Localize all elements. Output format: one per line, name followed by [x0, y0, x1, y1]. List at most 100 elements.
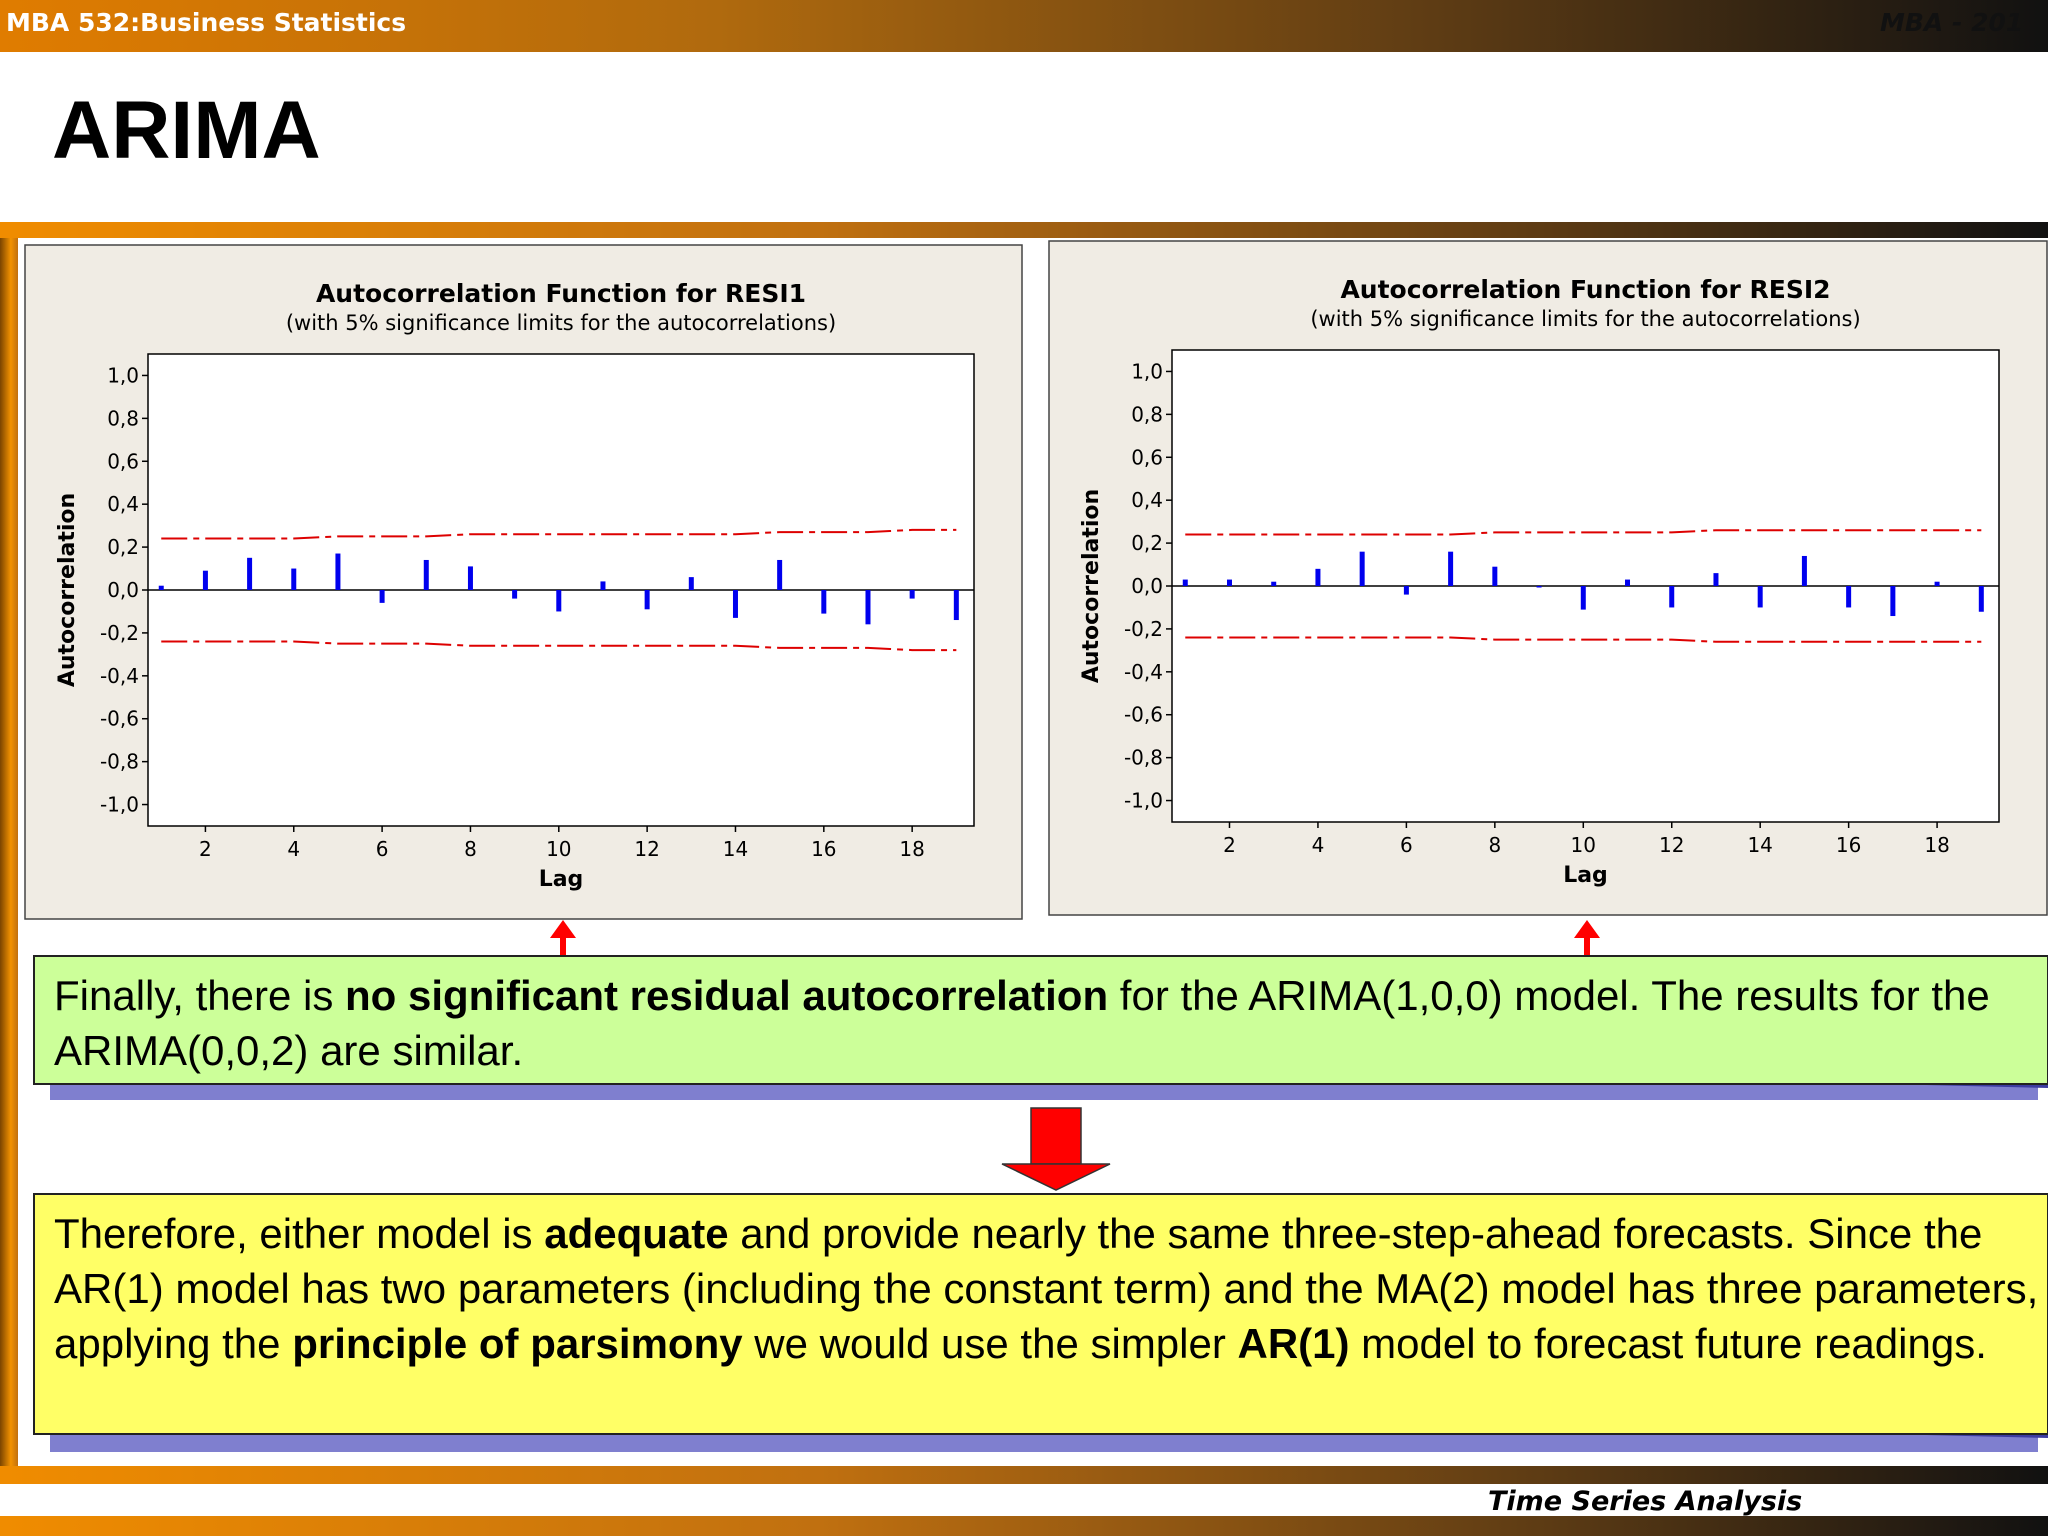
acf-bar-lag-4 — [1315, 568, 1321, 586]
acf-bar-lag-16 — [821, 590, 827, 614]
y-tick-label: 0,0 — [107, 578, 139, 602]
left-accent-bar — [0, 238, 18, 1470]
y-tick-label: 1,0 — [1131, 359, 1163, 383]
y-tick-label: 0,2 — [107, 535, 139, 559]
acf-bar-lag-11 — [1625, 579, 1631, 586]
callout2-text-1: Therefore, either model is — [54, 1210, 545, 1257]
acf-bar-lag-18 — [1934, 581, 1940, 586]
slide-title: ARIMA — [52, 85, 321, 176]
upper-significance-limit — [1185, 529, 1982, 536]
acf-bar-lag-19 — [953, 590, 959, 621]
y-axis-label: Autocorrelation — [1079, 489, 1104, 683]
acf-bar-lag-12 — [1669, 586, 1675, 608]
acf-bar-lag-9 — [512, 590, 518, 599]
acf-bar-lag-6 — [1403, 586, 1409, 595]
acf-bar-lag-10 — [556, 590, 562, 612]
x-axis-label: Lag — [539, 867, 584, 892]
header-bar — [0, 0, 2048, 52]
acf-bar-lag-7 — [1448, 551, 1454, 586]
y-tick-label: 0,2 — [1131, 531, 1163, 555]
header-corner-label: MBA - 201 — [1880, 8, 2024, 37]
x-tick-label: 16 — [1836, 833, 1861, 857]
acf-bar-lag-9 — [1536, 586, 1542, 588]
x-tick-label: 10 — [1571, 833, 1596, 857]
callout1-text-1: Finally, there is — [54, 972, 345, 1019]
acf-chart-resi1: Autocorrelation Function for RESI1 (with … — [24, 244, 1023, 920]
y-tick-label: -0,4 — [1124, 660, 1163, 684]
x-tick-label: 8 — [464, 837, 477, 861]
acf-bar-lag-1 — [158, 585, 164, 590]
x-tick-label: 18 — [1924, 833, 1949, 857]
acf-bar-lag-7 — [423, 559, 429, 590]
y-tick-label: 0,8 — [1131, 402, 1163, 426]
x-tick-label: 6 — [376, 837, 389, 861]
chart-title: Autocorrelation Function for RESI1 — [316, 279, 806, 308]
x-tick-label: 8 — [1488, 833, 1501, 857]
x-tick-label: 12 — [634, 837, 659, 861]
y-tick-label: 0,4 — [1131, 488, 1163, 512]
y-tick-label: -1,0 — [100, 793, 139, 817]
acf-bar-lag-13 — [1713, 573, 1719, 586]
bottom-bar — [0, 1516, 2048, 1536]
acf-bar-lag-5 — [1359, 551, 1365, 586]
x-tick-label: 4 — [1312, 833, 1325, 857]
upper-significance-limit — [161, 528, 957, 540]
lower-significance-limit — [161, 640, 957, 652]
footer-label: Time Series Analysis — [1488, 1486, 1803, 1517]
lower-significance-limit — [1185, 636, 1982, 643]
y-tick-label: -0,6 — [1124, 703, 1163, 727]
y-tick-label: -1,0 — [1124, 789, 1163, 813]
footer-bar — [0, 1466, 2048, 1484]
x-tick-label: 10 — [546, 837, 571, 861]
callout2-bold-adequate: adequate — [544, 1210, 729, 1257]
x-axis-label: Lag — [1563, 863, 1608, 888]
callout2-text-3: we would use the simpler — [742, 1320, 1238, 1367]
acf-bar-lag-14 — [1757, 586, 1763, 608]
y-tick-label: -0,8 — [1124, 746, 1163, 770]
y-tick-label: 0,4 — [107, 492, 139, 516]
chart-subtitle: (with 5% significance limits for the aut… — [286, 311, 836, 335]
x-tick-label: 6 — [1400, 833, 1413, 857]
callout-conclusion: Therefore, either model is adequate and … — [54, 1206, 2040, 1371]
acf-bar-lag-3 — [1271, 581, 1277, 586]
course-title: MBA 532:Business Statistics — [6, 8, 407, 37]
y-tick-label: 0,6 — [1131, 445, 1163, 469]
callout1-bold-1: no significant residual autocorrelation — [345, 972, 1109, 1019]
acf-bar-lag-15 — [1801, 555, 1807, 586]
acf-bar-lag-13 — [688, 577, 694, 590]
acf-bar-lag-10 — [1580, 586, 1586, 610]
y-axis-label: Autocorrelation — [55, 493, 80, 687]
acf-bar-lag-4 — [291, 568, 297, 590]
callout2-shadow — [33, 1193, 2048, 1452]
acf-bar-lag-2 — [202, 570, 208, 590]
x-tick-label: 14 — [723, 837, 748, 861]
y-tick-label: 1,0 — [107, 363, 139, 387]
arrow-to-chart2 — [1574, 920, 1600, 968]
callout2-text-2: and provide nearly the same three-step-a… — [54, 1210, 2039, 1367]
chart-title: Autocorrelation Function for RESI2 — [1340, 275, 1830, 304]
y-tick-label: 0,6 — [107, 449, 139, 473]
acf-bar-lag-5 — [335, 553, 341, 590]
acf-bar-lag-16 — [1846, 586, 1852, 608]
acf-bar-lag-18 — [909, 590, 915, 599]
acf-bar-lag-1 — [1182, 579, 1188, 586]
y-tick-label: -0,2 — [100, 621, 139, 645]
acf-bar-lag-12 — [644, 590, 650, 610]
y-tick-label: 0,0 — [1131, 574, 1163, 598]
acf-bar-lag-3 — [247, 557, 253, 590]
x-tick-label: 14 — [1747, 833, 1772, 857]
arrow-to-chart1 — [550, 920, 576, 968]
y-tick-label: -0,4 — [100, 664, 139, 688]
y-tick-label: 0,8 — [107, 406, 139, 430]
down-arrow — [1001, 1107, 1111, 1191]
callout-no-autocorrelation: Finally, there is no significant residua… — [54, 968, 2040, 1078]
callout2-bold-parsimony: principle of parsimony — [292, 1320, 743, 1367]
title-divider-bar — [0, 222, 2048, 238]
x-tick-label: 2 — [199, 837, 212, 861]
acf-bar-lag-17 — [865, 590, 871, 625]
acf-bar-lag-14 — [732, 590, 738, 618]
callout1-shadow — [33, 955, 2048, 1100]
acf-bar-lag-11 — [600, 581, 606, 590]
acf-bar-lag-8 — [1492, 566, 1498, 586]
acf-bar-lag-8 — [467, 566, 473, 590]
